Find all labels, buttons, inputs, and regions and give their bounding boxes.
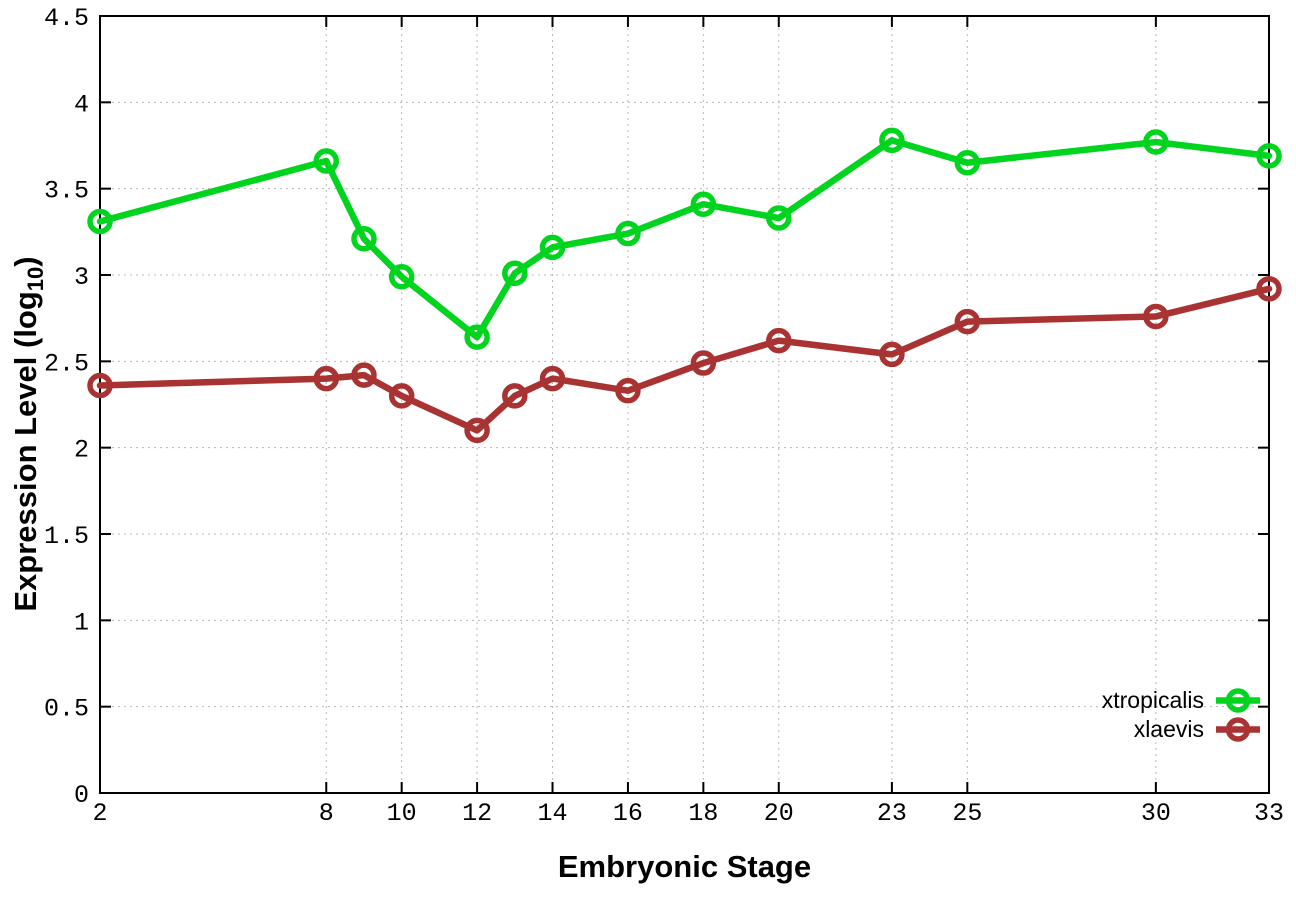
x-tick-label: 14 [538, 799, 568, 828]
data-point-xlaevis [954, 308, 981, 335]
x-tick-label: 8 [319, 799, 334, 828]
legend-entry-xlaevis: xlaevis [1102, 715, 1262, 744]
data-point-xtropicalis [1256, 143, 1282, 169]
y-tick-label: 4.5 [44, 4, 89, 33]
series-line-xlaevis [96, 285, 1273, 434]
x-tick-label: 23 [877, 799, 907, 828]
x-tick-label: 33 [1254, 799, 1284, 828]
data-point-xtropicalis [879, 127, 905, 154]
y-tick-label: 0 [74, 781, 89, 810]
data-point-xtropicalis [313, 148, 340, 174]
data-point-xtropicalis [87, 208, 113, 235]
data-point-xlaevis [313, 365, 340, 392]
data-point-xlaevis [1143, 303, 1169, 330]
x-tick-label: 2 [92, 799, 107, 828]
data-point-xlaevis [690, 350, 717, 376]
data-point-xlaevis [1256, 276, 1282, 302]
x-tick-label: 25 [952, 799, 982, 828]
data-point-xtropicalis [1143, 129, 1169, 155]
x-tick-label: 12 [462, 799, 492, 828]
y-axis-title-suffix: ) [8, 256, 43, 267]
data-point-xtropicalis [615, 220, 641, 247]
y-axis-title: Expression Level (log10) [6, 134, 48, 734]
x-tick-label: 16 [613, 799, 643, 828]
x-axis-title: Embryonic Stage [557, 849, 812, 884]
data-point-xtropicalis [464, 324, 490, 350]
y-tick-label: 1 [74, 608, 89, 637]
y-tick-label: 2 [74, 436, 89, 465]
data-point-xtropicalis [766, 205, 792, 231]
y-axis-title-text: Expression Level (log [8, 291, 43, 612]
legend-marker-xlaevis-icon [1216, 717, 1260, 742]
legend-entry-xtropicalis: xtropicalis [1102, 686, 1262, 715]
series-line-xtropicalis [96, 137, 1273, 341]
legend-label-xlaevis: xlaevis [1133, 716, 1204, 742]
data-point-xtropicalis [539, 234, 566, 261]
x-tick-label: 20 [764, 799, 794, 828]
data-point-xlaevis [502, 383, 528, 409]
y-tick-label: 2.5 [44, 349, 89, 378]
legend-marker-xtropicalis-icon [1216, 688, 1260, 713]
data-point-xlaevis [539, 365, 566, 392]
data-point-xlaevis [766, 327, 792, 354]
data-point-xlaevis [464, 417, 490, 444]
x-tick-label: 30 [1141, 799, 1171, 828]
data-point-xtropicalis [690, 191, 717, 217]
data-point-xtropicalis [388, 263, 415, 290]
y-axis-title-subscript: 10 [23, 266, 48, 292]
y-tick-label: 0.5 [44, 695, 89, 724]
data-point-xtropicalis [954, 150, 981, 176]
legend: xtropicalis xlaevis [1102, 686, 1262, 744]
y-tick-label: 4 [74, 90, 89, 119]
data-point-xlaevis [351, 362, 377, 388]
legend-label-xtropicalis: xtropicalis [1101, 687, 1204, 713]
y-tick-label: 3 [74, 263, 89, 292]
data-point-xtropicalis [351, 225, 377, 252]
x-tick-label: 18 [688, 799, 718, 828]
data-point-xtropicalis [502, 260, 528, 287]
plot-border [99, 15, 1270, 794]
y-tick-label: 1.5 [44, 522, 89, 551]
data-point-xlaevis [87, 372, 113, 399]
data-point-xlaevis [615, 377, 641, 404]
data-point-xlaevis [879, 341, 905, 368]
y-tick-label: 3.5 [44, 177, 89, 206]
data-point-xlaevis [388, 383, 415, 409]
x-tick-label: 10 [387, 799, 417, 828]
